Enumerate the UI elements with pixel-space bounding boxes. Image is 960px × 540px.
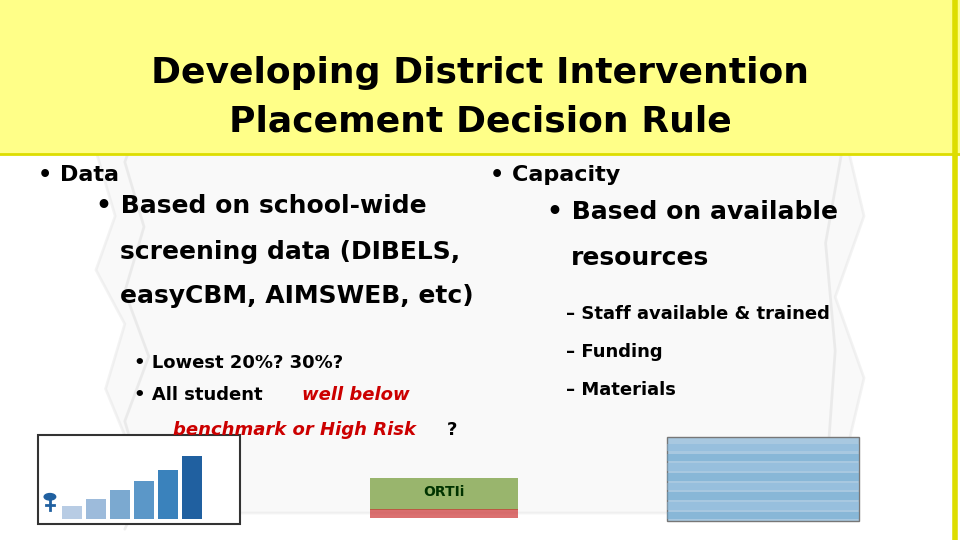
FancyBboxPatch shape	[667, 512, 859, 519]
FancyBboxPatch shape	[667, 437, 859, 521]
Text: • Data: • Data	[38, 165, 119, 185]
Text: – Materials: – Materials	[566, 381, 676, 399]
Text: – Funding: – Funding	[566, 343, 663, 361]
FancyBboxPatch shape	[667, 502, 859, 510]
Text: • All student: • All student	[134, 386, 269, 404]
Text: benchmark or High Risk: benchmark or High Risk	[173, 421, 416, 439]
FancyBboxPatch shape	[667, 454, 859, 461]
Text: • Capacity: • Capacity	[490, 165, 620, 185]
FancyBboxPatch shape	[0, 0, 960, 154]
Text: easyCBM, AIMSWEB, etc): easyCBM, AIMSWEB, etc)	[120, 284, 473, 307]
Text: • Lowest 20%? 30%?: • Lowest 20%? 30%?	[134, 354, 344, 372]
FancyBboxPatch shape	[370, 509, 518, 518]
Text: resources: resources	[571, 246, 709, 269]
FancyBboxPatch shape	[38, 435, 240, 524]
Text: Placement Decision Rule: Placement Decision Rule	[228, 105, 732, 138]
FancyBboxPatch shape	[86, 499, 106, 519]
Text: well below: well below	[302, 386, 410, 404]
FancyBboxPatch shape	[134, 481, 154, 519]
FancyBboxPatch shape	[158, 470, 178, 519]
FancyBboxPatch shape	[62, 506, 82, 519]
Text: – Staff available & trained: – Staff available & trained	[566, 305, 830, 323]
FancyBboxPatch shape	[667, 483, 859, 490]
FancyBboxPatch shape	[182, 456, 202, 519]
FancyBboxPatch shape	[370, 478, 518, 510]
FancyBboxPatch shape	[667, 463, 859, 471]
Text: ORTIi: ORTIi	[422, 485, 465, 500]
FancyBboxPatch shape	[667, 492, 859, 500]
Text: ?: ?	[446, 421, 457, 439]
FancyBboxPatch shape	[110, 490, 130, 519]
Text: • Based on school-wide: • Based on school-wide	[96, 194, 426, 218]
FancyBboxPatch shape	[667, 473, 859, 481]
PathPatch shape	[96, 11, 864, 513]
FancyBboxPatch shape	[667, 444, 859, 451]
Text: • Based on available: • Based on available	[547, 200, 838, 224]
Text: Developing District Intervention: Developing District Intervention	[151, 56, 809, 90]
Text: screening data (DIBELS,: screening data (DIBELS,	[120, 240, 460, 264]
Circle shape	[44, 494, 56, 500]
